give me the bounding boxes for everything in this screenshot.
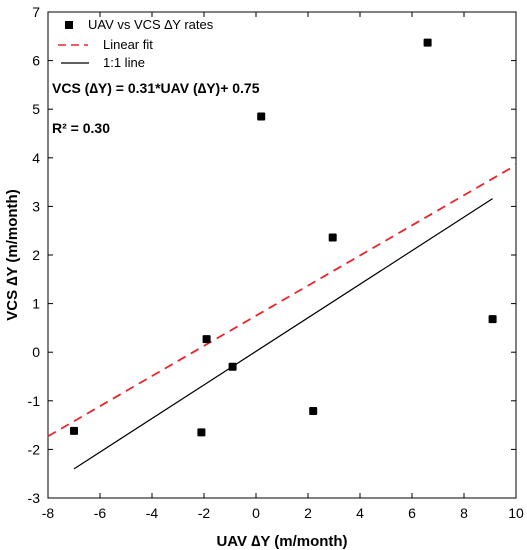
y-tick-label: 7 bbox=[32, 4, 40, 20]
x-axis-ticks: -8 -6 -4 -2 0 2 4 6 8 10 bbox=[42, 12, 524, 521]
linear-fit-line bbox=[47, 164, 517, 438]
data-point bbox=[328, 233, 337, 242]
y-tick-label: 6 bbox=[32, 53, 40, 69]
r-squared-annotation: R² = 0.30 bbox=[52, 120, 110, 136]
fit-lines bbox=[47, 164, 517, 470]
y-tick-label: -2 bbox=[28, 441, 41, 457]
y-tick-label: 1 bbox=[32, 296, 40, 312]
legend-label-scatter: UAV vs VCS ∆Y rates bbox=[88, 17, 214, 32]
x-tick-label: 0 bbox=[252, 505, 260, 521]
plot-area bbox=[47, 11, 517, 499]
x-tick-label: 4 bbox=[356, 505, 364, 521]
data-point bbox=[488, 315, 497, 324]
x-tick-label: 6 bbox=[408, 505, 416, 521]
data-point bbox=[228, 362, 237, 371]
legend-label-linear-fit: Linear fit bbox=[103, 37, 153, 52]
data-points bbox=[70, 38, 497, 437]
legend-label-identity-line: 1:1 line bbox=[103, 55, 145, 70]
x-tick-label: -8 bbox=[42, 505, 55, 521]
x-tick-label: 10 bbox=[508, 505, 524, 521]
plot-frame bbox=[47, 11, 517, 499]
x-tick-label: 8 bbox=[460, 505, 468, 521]
y-tick-label: 4 bbox=[32, 150, 40, 166]
legend-marker-scatter bbox=[65, 21, 73, 29]
y-tick-label: 2 bbox=[32, 247, 40, 263]
x-tick-label: 2 bbox=[304, 505, 312, 521]
y-tick-label: -3 bbox=[28, 490, 41, 506]
y-tick-label: -1 bbox=[28, 393, 41, 409]
identity-line bbox=[73, 198, 493, 470]
x-tick-label: -6 bbox=[94, 505, 107, 521]
y-tick-label: 3 bbox=[32, 198, 40, 214]
y-axis-label: VCS ∆Y (m/month) bbox=[4, 189, 21, 320]
y-axis-ticks: -3 -2 -1 0 1 2 3 4 5 6 7 bbox=[28, 4, 516, 506]
data-point bbox=[70, 426, 78, 435]
x-tick-label: -4 bbox=[146, 505, 159, 521]
data-point bbox=[423, 38, 432, 47]
y-tick-label: 0 bbox=[32, 344, 40, 360]
regression-equation: VCS (∆Y) = 0.31*UAV (∆Y)+ 0.75 bbox=[52, 80, 260, 96]
legend: UAV vs VCS ∆Y rates Linear fit 1:1 line bbox=[58, 17, 214, 70]
data-point bbox=[309, 407, 318, 416]
y-tick-label: 5 bbox=[32, 101, 40, 117]
data-point bbox=[202, 335, 211, 344]
data-point bbox=[197, 428, 206, 437]
x-axis-label: UAV ∆Y (m/month) bbox=[216, 533, 347, 550]
data-point bbox=[257, 112, 266, 121]
x-tick-label: -2 bbox=[198, 505, 211, 521]
